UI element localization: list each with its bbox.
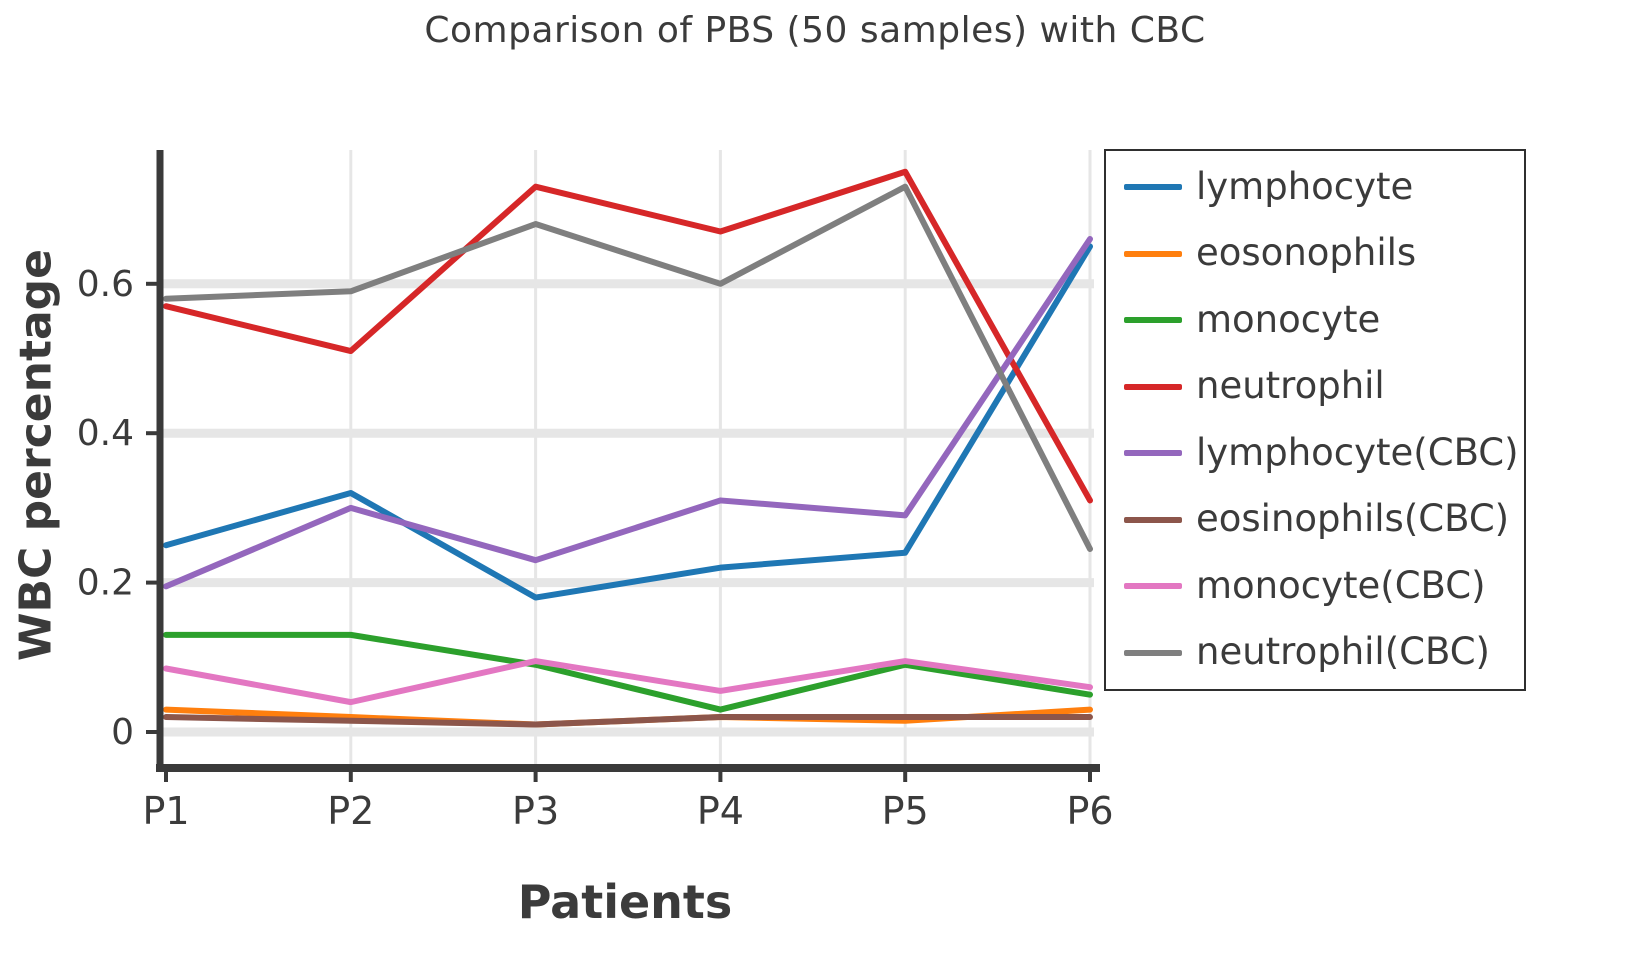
- legend: lymphocyte eosonophils monocyte neutrophil l…: [1104, 149, 1526, 691]
- legend-label: neutrophil: [1196, 364, 1385, 408]
- legend-label: lymphocyte: [1196, 165, 1414, 208]
- legend-swatch: [1124, 649, 1182, 656]
- legend-item: monocyte(CBC): [1124, 563, 1506, 607]
- legend-label: lymphocyte(CBC): [1196, 430, 1519, 474]
- series-line-eosinophils-cbc-: [163, 714, 1093, 728]
- x-tick-label: P2: [327, 789, 374, 833]
- legend-swatch: [1124, 250, 1182, 257]
- x-axis-label: Patients: [517, 875, 733, 929]
- series-line-lymphocyte: [163, 243, 1093, 601]
- legend-label: monocyte: [1196, 297, 1381, 341]
- legend-swatch: [1124, 516, 1182, 523]
- legend-label: neutrophil(CBC): [1196, 630, 1490, 674]
- y-tick-label: 0.2: [77, 563, 134, 604]
- legend-label: eosinophils(CBC): [1196, 497, 1510, 541]
- series-line-monocyte-cbc-: [163, 658, 1093, 706]
- series-line-neutrophil-cbc-: [163, 183, 1093, 552]
- y-axis-label: WBC percentage: [10, 248, 62, 662]
- x-tick-label: P1: [142, 789, 189, 833]
- y-tick-label: 0: [111, 712, 134, 753]
- x-tick-label: P6: [1066, 789, 1113, 833]
- legend-swatch: [1124, 184, 1182, 191]
- y-tick-label: 0.6: [77, 264, 134, 305]
- legend-swatch: [1124, 583, 1182, 590]
- series-line-monocyte: [163, 631, 1093, 713]
- x-tick-label: P4: [697, 789, 744, 833]
- legend-item: eosinophils(CBC): [1124, 497, 1510, 541]
- chart-title: Comparison of PBS (50 samples) with CBC: [424, 10, 1206, 51]
- legend-item: neutrophil(CBC): [1124, 632, 1506, 673]
- legend-swatch: [1124, 450, 1182, 457]
- legend-swatch: [1124, 383, 1182, 390]
- legend-item: lymphocyte: [1124, 165, 1506, 208]
- legend-swatch: [1124, 317, 1182, 324]
- x-tick-label: P3: [512, 789, 559, 833]
- legend-item: monocyte: [1124, 297, 1506, 341]
- series-line-lymphocyte-cbc-: [163, 235, 1093, 590]
- y-tick-label: 0.4: [77, 413, 134, 454]
- legend-item: lymphocyte(CBC): [1124, 432, 1519, 474]
- legend-item: eosonophils: [1124, 233, 1506, 274]
- legend-item: neutrophil: [1124, 366, 1506, 407]
- x-tick-label: P5: [882, 789, 929, 833]
- legend-label: eosonophils: [1196, 231, 1417, 275]
- legend-label: monocyte(CBC): [1196, 563, 1486, 607]
- series-line-neutrophil: [163, 168, 1093, 504]
